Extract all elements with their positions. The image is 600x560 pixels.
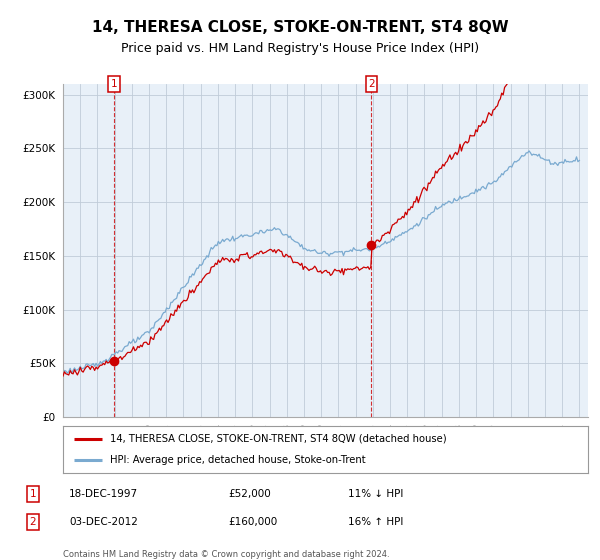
- Text: £52,000: £52,000: [228, 489, 271, 499]
- Text: Price paid vs. HM Land Registry's House Price Index (HPI): Price paid vs. HM Land Registry's House …: [121, 42, 479, 55]
- Text: 16% ↑ HPI: 16% ↑ HPI: [348, 517, 403, 527]
- Text: Contains HM Land Registry data © Crown copyright and database right 2024.
This d: Contains HM Land Registry data © Crown c…: [63, 550, 389, 560]
- Text: HPI: Average price, detached house, Stoke-on-Trent: HPI: Average price, detached house, Stok…: [110, 455, 366, 465]
- Text: £160,000: £160,000: [228, 517, 277, 527]
- Text: 18-DEC-1997: 18-DEC-1997: [69, 489, 138, 499]
- Text: 1: 1: [110, 79, 117, 89]
- Text: 03-DEC-2012: 03-DEC-2012: [69, 517, 138, 527]
- Text: 2: 2: [29, 517, 37, 527]
- Text: 2: 2: [368, 79, 375, 89]
- Text: 1: 1: [29, 489, 37, 499]
- Text: 14, THERESA CLOSE, STOKE-ON-TRENT, ST4 8QW (detached house): 14, THERESA CLOSE, STOKE-ON-TRENT, ST4 8…: [110, 434, 447, 444]
- Text: 14, THERESA CLOSE, STOKE-ON-TRENT, ST4 8QW: 14, THERESA CLOSE, STOKE-ON-TRENT, ST4 8…: [92, 20, 508, 35]
- Text: 11% ↓ HPI: 11% ↓ HPI: [348, 489, 403, 499]
